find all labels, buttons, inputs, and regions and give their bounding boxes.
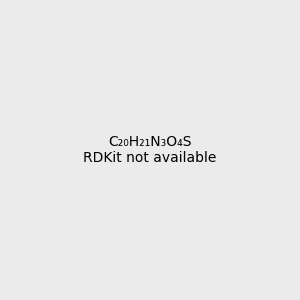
- Text: C₂₀H₂₁N₃O₄S
RDKit not available: C₂₀H₂₁N₃O₄S RDKit not available: [83, 135, 217, 165]
